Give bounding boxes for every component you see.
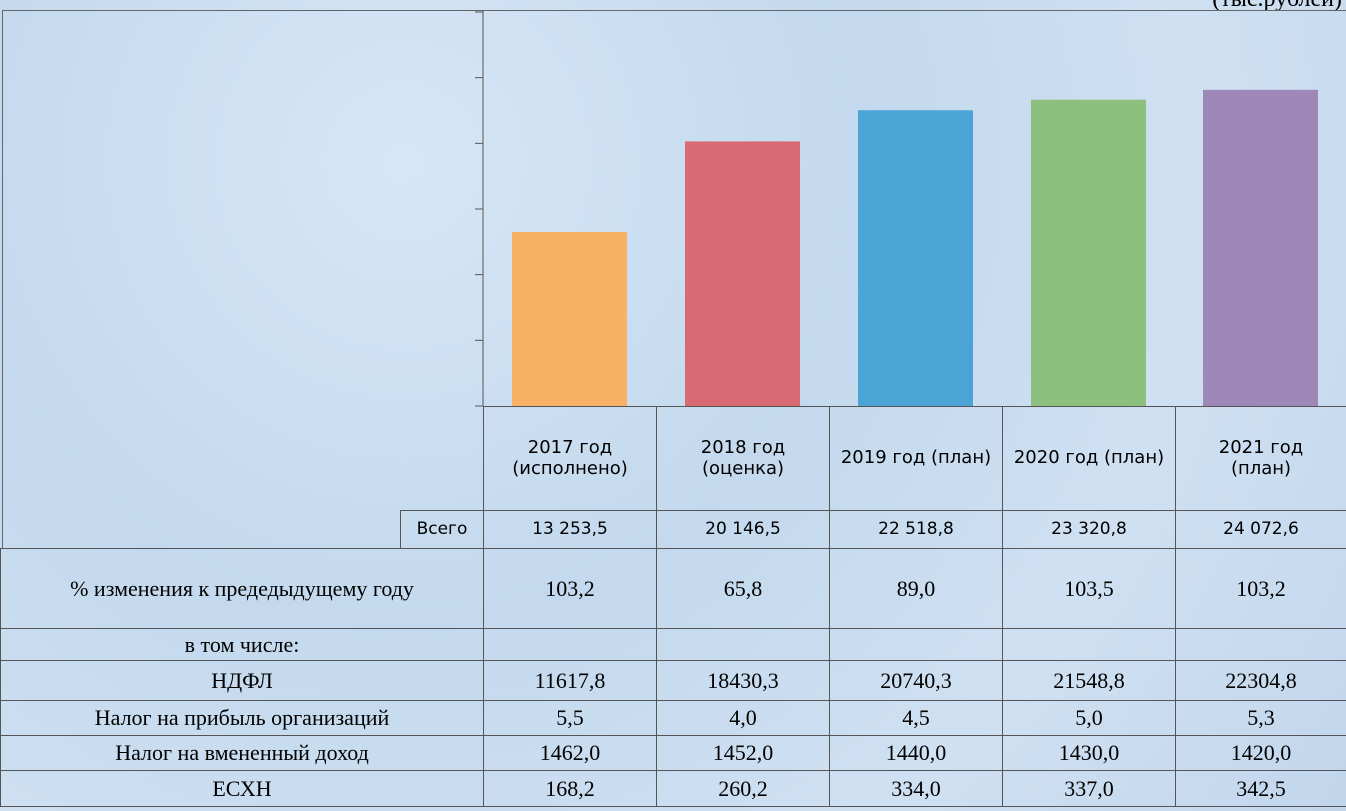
chart — [475, 10, 1318, 407]
table-cell: 1440,0 — [829, 735, 1003, 771]
table-row-label: в том числе: — [0, 628, 484, 661]
table-cell: 260,2 — [656, 770, 830, 807]
table-cell: 20740,3 — [829, 660, 1003, 701]
value-label: 13 253,5 — [483, 510, 657, 549]
table-cell: 103,2 — [1175, 548, 1346, 629]
category-label: 2018 год (оценка) — [656, 406, 830, 511]
value-label: 20 146,5 — [656, 510, 830, 549]
table-row-label: Налог на прибыль организаций — [0, 700, 484, 736]
table-cell: 22304,8 — [1175, 660, 1346, 701]
bar — [1203, 89, 1318, 406]
table-row-label: % изменения к предедыдущему году — [0, 548, 484, 629]
unit-label: (тыс.рублей) — [1212, 0, 1342, 13]
table-cell: 89,0 — [829, 548, 1003, 629]
empty-cell — [483, 628, 657, 661]
bar — [512, 231, 627, 406]
table-cell: 1420,0 — [1175, 735, 1346, 771]
value-label: 22 518,8 — [829, 510, 1003, 549]
table-cell: 334,0 — [829, 770, 1003, 807]
category-label: 2019 год (план) — [829, 406, 1003, 511]
table-cell: 1452,0 — [656, 735, 830, 771]
empty-cell — [656, 628, 830, 661]
empty-cell — [829, 628, 1003, 661]
empty-cell — [1002, 628, 1176, 661]
table-cell: 21548,8 — [1002, 660, 1176, 701]
category-label: 2020 год (план) — [1002, 406, 1176, 511]
table-cell: 5,3 — [1175, 700, 1346, 736]
table-cell: 18430,3 — [656, 660, 830, 701]
table-cell: 337,0 — [1002, 770, 1176, 807]
table-cell: 168,2 — [483, 770, 657, 807]
bar — [1031, 99, 1146, 407]
table-cell: 5,5 — [483, 700, 657, 736]
row-label: Всего — [400, 510, 484, 549]
table-cell: 1462,0 — [483, 735, 657, 771]
value-label: 24 072,6 — [1175, 510, 1346, 549]
table-cell: 4,0 — [656, 700, 830, 736]
empty-cell — [1175, 628, 1346, 661]
category-label: 2017 год (исполнено) — [483, 406, 657, 511]
table-cell: 1430,0 — [1002, 735, 1176, 771]
table-row-label: ЕСХН — [0, 770, 484, 807]
table-cell: 103,2 — [483, 548, 657, 629]
table-cell: 5,0 — [1002, 700, 1176, 736]
table-cell: 4,5 — [829, 700, 1003, 736]
category-label: 2021 год (план) — [1175, 406, 1346, 511]
table-row-label: НДФЛ — [0, 660, 484, 701]
table-cell: 65,8 — [656, 548, 830, 629]
table-cell: 342,5 — [1175, 770, 1346, 807]
value-label: 23 320,8 — [1002, 510, 1176, 549]
table-cell: 11617,8 — [483, 660, 657, 701]
table-row-label: Налог на вмененный доход — [0, 735, 484, 771]
bar — [685, 141, 800, 406]
bar — [858, 110, 973, 407]
table-cell: 103,5 — [1002, 548, 1176, 629]
